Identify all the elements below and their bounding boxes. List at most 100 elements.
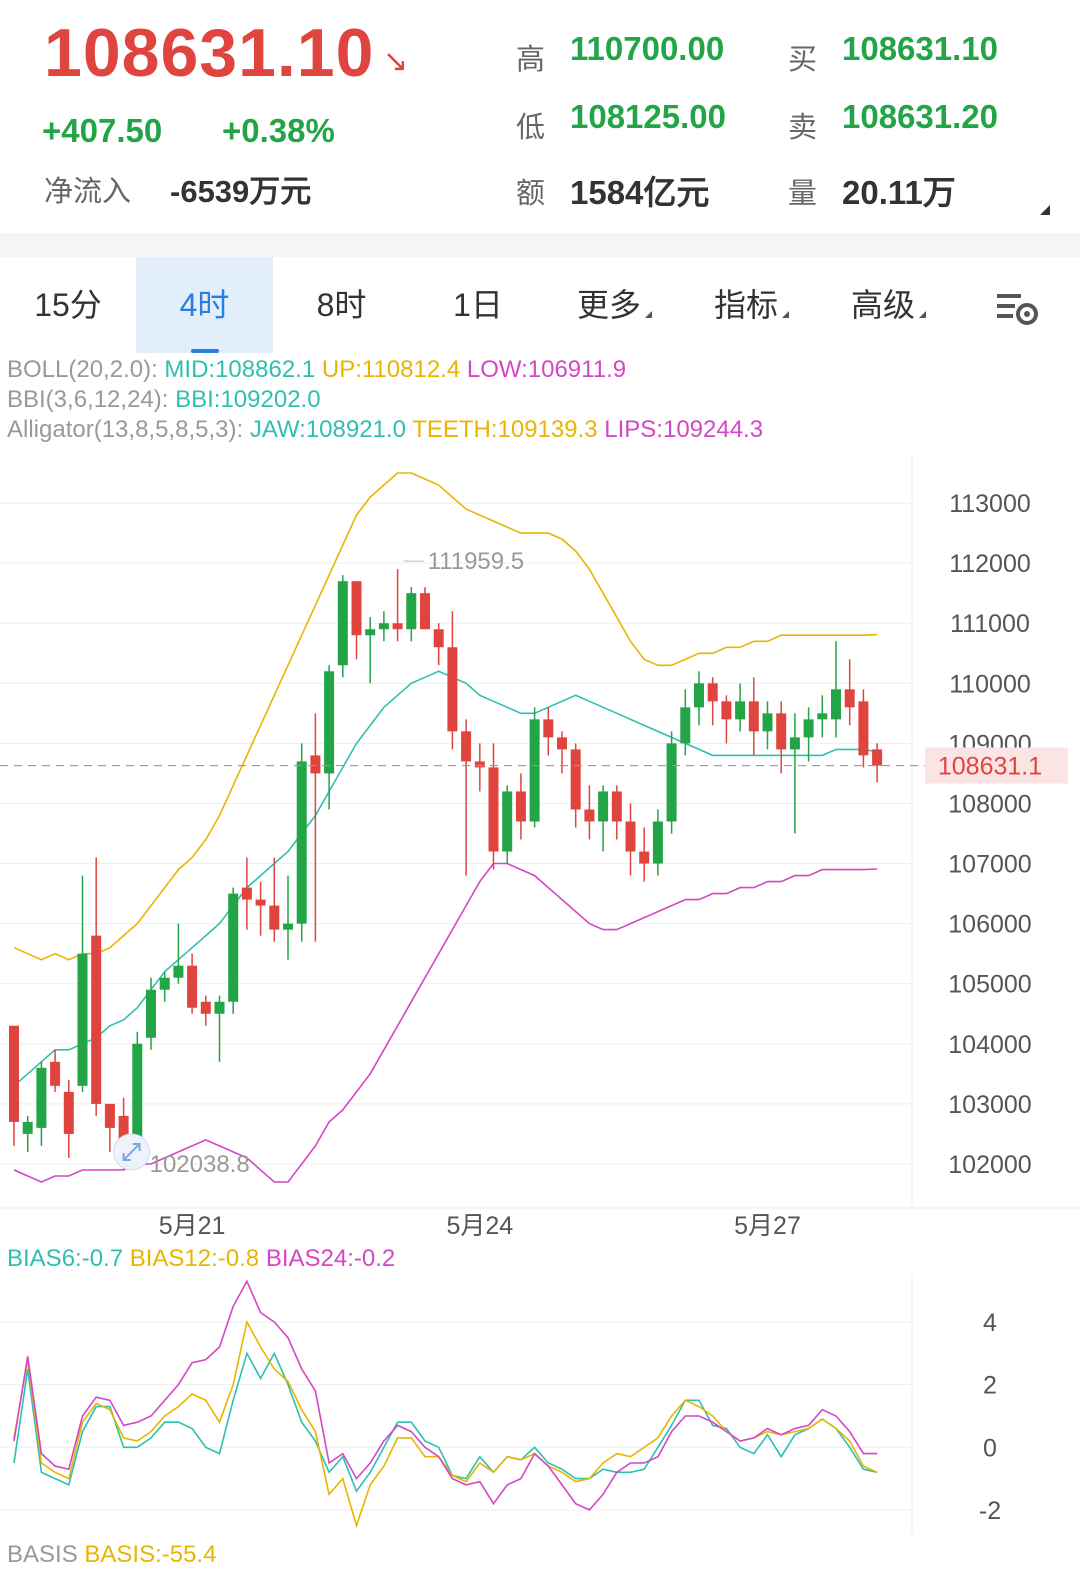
candle-body bbox=[187, 965, 198, 1008]
candle bbox=[392, 569, 403, 642]
series-low bbox=[13, 862, 878, 1183]
candle-body bbox=[324, 671, 335, 774]
candle-body bbox=[529, 719, 540, 822]
candle bbox=[872, 743, 883, 783]
volume-value: 20.11万 bbox=[842, 174, 956, 211]
candle-body bbox=[9, 1025, 19, 1122]
candle bbox=[214, 995, 225, 1062]
candle bbox=[296, 743, 307, 942]
candle bbox=[146, 977, 156, 1050]
expand-corner-icon[interactable] bbox=[1040, 205, 1050, 215]
candle-body bbox=[406, 593, 417, 630]
x-tick-label: 5月24 bbox=[446, 1212, 513, 1240]
candle-body bbox=[63, 1091, 74, 1134]
series-up bbox=[13, 472, 878, 961]
boll-name: BOLL(20,2.0): bbox=[7, 356, 158, 383]
candle bbox=[515, 773, 526, 840]
tab-indicators[interactable]: 指标 bbox=[683, 257, 820, 353]
net-inflow-value: -6539万元 bbox=[170, 174, 312, 209]
tab-advanced[interactable]: 高级 bbox=[820, 257, 957, 353]
y-tick-label: 0 bbox=[983, 1434, 997, 1462]
candle bbox=[570, 743, 581, 828]
volume-label: 量 bbox=[788, 178, 818, 210]
candle bbox=[803, 707, 814, 762]
y-tick-label: 4 bbox=[983, 1309, 997, 1337]
candle-body bbox=[625, 821, 636, 852]
candle-body bbox=[666, 743, 677, 822]
tab-15min[interactable]: 15分 bbox=[34, 287, 102, 323]
candle bbox=[406, 587, 417, 642]
candle bbox=[474, 743, 485, 792]
y-tick-label: 2 bbox=[983, 1372, 997, 1400]
candle-body bbox=[337, 581, 348, 666]
candle-body bbox=[200, 1001, 211, 1014]
tab-more[interactable]: 更多 bbox=[546, 257, 683, 353]
candle-body bbox=[22, 1121, 33, 1134]
candle bbox=[433, 623, 444, 666]
candle-body bbox=[91, 935, 102, 1104]
min-price-label: 102038.8 bbox=[150, 1151, 250, 1178]
candle-body bbox=[543, 719, 554, 738]
boll-legend: BOLL(20,2.0): MID:108862.1 UP:110812.4 L… bbox=[7, 356, 626, 384]
candle-body bbox=[735, 701, 746, 720]
candle-body bbox=[694, 683, 704, 708]
basis-value: BASIS:-55.4 bbox=[84, 1541, 217, 1568]
last-price-tag bbox=[925, 747, 1068, 784]
candle bbox=[9, 1025, 19, 1146]
candle bbox=[228, 887, 239, 1014]
candle-body bbox=[639, 851, 650, 864]
bias-chart[interactable]: 4 2 0 -2 bbox=[0, 1275, 1080, 1535]
alligator-teeth: TEETH:109139.3 bbox=[412, 416, 598, 443]
chart-settings-icon[interactable] bbox=[957, 257, 1080, 353]
candle-body bbox=[241, 887, 252, 900]
boll-lines bbox=[13, 472, 878, 1183]
tab-8h[interactable]: 8时 bbox=[316, 287, 367, 323]
y-tick-label: 107000 bbox=[948, 851, 1031, 879]
y-tick-label: 113000 bbox=[949, 490, 1031, 518]
max-price-label: 111959.5 bbox=[428, 548, 525, 575]
candle-body bbox=[611, 791, 622, 822]
basis-legend: BASIS BASIS:-55.4 bbox=[7, 1541, 216, 1569]
candle-body bbox=[50, 1061, 61, 1086]
candle-body bbox=[77, 953, 88, 1086]
candlestick-chart[interactable]: 1130001120001110001100001090001080001070… bbox=[0, 455, 1080, 1240]
candle-body bbox=[255, 899, 266, 906]
y-tick-label: 108000 bbox=[948, 790, 1031, 818]
net-inflow-label: 净流入 bbox=[44, 176, 132, 208]
candle bbox=[77, 875, 88, 1092]
bias12-value: BIAS12:-0.8 bbox=[129, 1245, 260, 1272]
candle-body bbox=[707, 683, 718, 702]
amount-label: 额 bbox=[516, 178, 546, 210]
candle-body bbox=[584, 809, 595, 822]
price-axis: 1130001120001110001100001090001080001070… bbox=[948, 490, 1031, 1179]
alligator-name: Alligator(13,8,5,8,5,3): bbox=[7, 416, 244, 443]
low-label: 低 bbox=[516, 112, 546, 144]
candle bbox=[666, 731, 677, 834]
section-divider bbox=[0, 233, 1080, 257]
bias24-value: BIAS24:-0.2 bbox=[265, 1245, 396, 1272]
bid-label: 买 bbox=[788, 44, 818, 76]
tab-1d[interactable]: 1日 bbox=[453, 287, 503, 323]
candle bbox=[639, 827, 650, 882]
candle bbox=[91, 857, 102, 1116]
candle bbox=[159, 971, 170, 1002]
candle-body bbox=[858, 701, 869, 756]
candle bbox=[420, 587, 430, 630]
candle bbox=[378, 611, 389, 642]
candle-body bbox=[844, 689, 855, 708]
candle bbox=[776, 701, 787, 774]
candle bbox=[255, 881, 266, 936]
down-right-arrow-icon: ↘ bbox=[383, 45, 409, 78]
candle-body bbox=[502, 791, 513, 852]
candle bbox=[104, 1103, 115, 1152]
candle bbox=[584, 785, 595, 840]
expand-chart-icon[interactable] bbox=[113, 1133, 151, 1171]
active-tab-underline bbox=[190, 349, 219, 353]
series-bias6 bbox=[13, 1351, 878, 1493]
bbi-name: BBI(3,6,12,24): bbox=[7, 386, 169, 413]
candle-body bbox=[474, 761, 485, 768]
y-tick-label: 110000 bbox=[949, 670, 1031, 698]
boll-up: UP:110812.4 bbox=[321, 356, 461, 383]
candle bbox=[351, 581, 362, 660]
tab-4h[interactable]: 4时 bbox=[136, 257, 273, 353]
